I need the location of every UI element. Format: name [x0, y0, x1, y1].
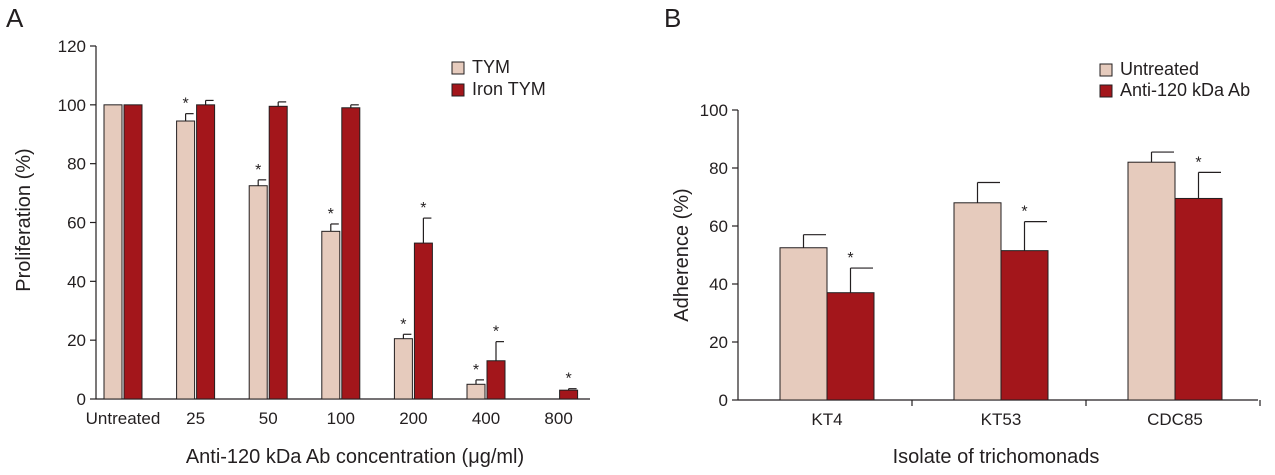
y-tick-label: 60 [67, 214, 86, 233]
x-tick-label: 100 [327, 409, 355, 428]
bar-tym [393, 338, 413, 400]
y-tick-label: 60 [709, 217, 728, 236]
panel-b: B Adherence (%) Isolate of trichomonads … [664, 3, 1261, 468]
y-tick-label: 0 [77, 390, 86, 409]
y-tick-label: 100 [58, 96, 86, 115]
legend-label-iron-tym: Iron TYM [472, 79, 546, 99]
significance-star: * [493, 324, 499, 341]
bar-iron-tym [559, 389, 579, 400]
significance-star: * [255, 162, 261, 179]
bar-tym [248, 185, 268, 400]
bar-iron-tym [123, 104, 143, 400]
significance-star: * [1195, 154, 1201, 171]
bar-iron-tym [268, 105, 288, 400]
panel-b-legend: Untreated Anti-120 kDa Ab [1099, 59, 1250, 100]
y-tick-label: 20 [709, 333, 728, 352]
x-tick-label: 200 [399, 409, 427, 428]
significance-star: * [1021, 204, 1027, 221]
y-tick-label: 40 [67, 272, 86, 291]
panel-b-y-axis-title: Adherence (%) [671, 188, 693, 321]
x-tick-label: KT4 [811, 410, 842, 429]
x-tick-label: 50 [259, 409, 278, 428]
x-tick-label: 400 [472, 409, 500, 428]
bar-tym [176, 120, 196, 400]
bar-untreated [1127, 161, 1176, 401]
x-tick-label: 800 [544, 409, 572, 428]
bar-iron-tym [413, 242, 433, 400]
panel-a-label: A [6, 3, 24, 33]
y-tick-label: 80 [709, 159, 728, 178]
panel-a-x-axis-title: Anti-120 kDa Ab concentration (μg/ml) [186, 446, 524, 468]
x-tick-label: 25 [186, 409, 205, 428]
legend-swatch-anti-120 [1099, 84, 1113, 98]
bar-anti-120-kda-ab [826, 292, 875, 401]
significance-star: * [565, 371, 571, 388]
panel-b-x-axis-title: Isolate of trichomonads [893, 446, 1100, 468]
significance-star: * [847, 250, 853, 267]
x-tick-label: Untreated [86, 409, 161, 428]
significance-star: * [420, 200, 426, 217]
bar-iron-tym [486, 360, 506, 400]
panel-a-legend: TYM Iron TYM [451, 57, 546, 99]
legend-label-tym: TYM [472, 57, 510, 77]
bar-iron-tym [341, 107, 361, 400]
panel-b-label: B [664, 3, 681, 33]
x-tick-label: CDC85 [1147, 410, 1203, 429]
significance-star: * [473, 362, 479, 379]
bar-tym [103, 104, 123, 400]
significance-star: * [328, 206, 334, 223]
legend-swatch-untreated [1099, 63, 1113, 77]
legend-swatch-tym [451, 61, 465, 75]
y-tick-label: 80 [67, 155, 86, 174]
panel-a-y-axis-title: Proliferation (%) [13, 148, 35, 291]
bar-anti-120-kda-ab [1174, 197, 1223, 401]
y-tick-label: 40 [709, 275, 728, 294]
panel-a: A Proliferation (%) Anti-120 kDa Ab conc… [6, 3, 590, 468]
y-tick-label: 20 [67, 331, 86, 350]
significance-star: * [182, 96, 188, 113]
bar-tym [321, 230, 341, 400]
y-tick-label: 120 [58, 37, 86, 56]
significance-star: * [400, 316, 406, 333]
y-tick-label: 100 [700, 101, 728, 120]
legend-swatch-iron-tym [451, 83, 465, 97]
bar-untreated [779, 247, 828, 401]
legend-label-untreated: Untreated [1120, 59, 1199, 79]
legend-label-anti-120: Anti-120 kDa Ab [1120, 80, 1250, 100]
bar-anti-120-kda-ab [1000, 250, 1049, 401]
bar-tym [466, 383, 486, 400]
y-tick-label: 0 [719, 391, 728, 410]
bar-untreated [953, 202, 1002, 401]
bar-iron-tym [196, 104, 216, 400]
x-tick-label: KT53 [981, 410, 1022, 429]
